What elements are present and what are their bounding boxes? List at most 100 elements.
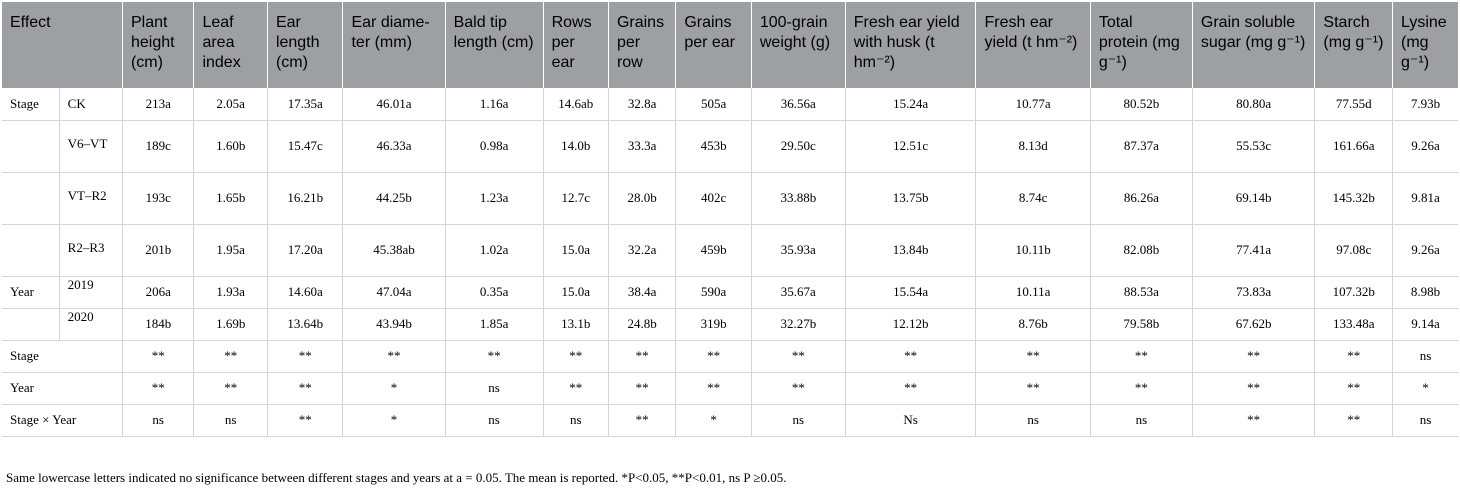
level-cell: 2019 [59,276,123,309]
value-cell: 24.8b [608,308,677,341]
value-cell: 213a [122,88,195,121]
level-cell: V6–VT [59,120,123,173]
column-header-effect: Effect [2,2,123,88]
value-cell: ** [1090,372,1193,405]
value-cell: 44.25b [342,172,446,225]
value-cell: 1.65b [193,172,268,225]
value-cell: ** [608,404,677,437]
column-header: Leaf area index [193,2,268,88]
value-cell: 47.04a [342,276,446,309]
value-cell: 1.23a [445,172,544,225]
value-cell: 1.85a [445,308,544,341]
value-cell: * [342,404,446,437]
value-cell: 402c [675,172,752,225]
value-cell: ** [193,372,268,405]
value-cell: ** [193,340,268,373]
value-cell: ** [675,372,752,405]
value-cell: 67.62b [1192,308,1316,341]
value-cell: 319b [675,308,752,341]
effect-cell: Stage [2,88,60,121]
value-cell: 12.7c [543,172,609,225]
value-cell: 9.26a [1392,224,1458,277]
value-cell: ns [1392,340,1458,373]
value-cell: 145.32b [1314,172,1394,225]
value-cell: 14.6ab [543,88,609,121]
value-cell: ** [1314,340,1394,373]
column-header: Bald tip length (cm) [445,2,544,88]
table-body: Stage CK 213a 2.05a 17.35a 46.01a 1.16a 14.6ab 3… [2,88,1458,437]
effect-cell [2,172,60,225]
value-cell: 15.24a [845,88,977,121]
value-cell: 32.27b [751,308,846,341]
column-header: Fresh ear yield (t hm⁻²) [975,2,1091,88]
table-row: R2–R3 201b 1.95a 17.20a 45.38ab 1.02a 15.0a 32.… [2,224,1458,277]
value-cell: ** [975,340,1091,373]
column-header: Ear length (cm) [267,2,344,88]
column-header: Starch (mg g⁻¹) [1314,2,1394,88]
value-cell: 43.94b [342,308,446,341]
value-cell: ns [543,404,609,437]
value-cell: 8.76b [975,308,1091,341]
value-cell: ns [1090,404,1193,437]
column-header: Grains per row [608,2,677,88]
value-cell: * [342,372,446,405]
column-header: Rows per ear [543,2,609,88]
value-cell: ** [1192,372,1316,405]
column-header: Lysine (mg g⁻¹) [1392,2,1458,88]
value-cell: 107.32b [1314,276,1394,309]
value-cell: 38.4a [608,276,677,309]
value-cell: 87.37a [1090,120,1193,173]
value-cell: 36.56a [751,88,846,121]
value-cell: ** [543,340,609,373]
value-cell: 13.64b [267,308,344,341]
value-cell: 10.77a [975,88,1091,121]
value-cell: 8.13d [975,120,1091,173]
effect-cell [2,120,60,173]
value-cell: 1.69b [193,308,268,341]
value-cell: ** [122,340,195,373]
value-cell: ** [751,372,846,405]
value-cell: 1.16a [445,88,544,121]
value-cell: 0.35a [445,276,544,309]
table-row: Stage × Year ns ns ** * ns ns ** * ns Ns ns ns ** ** ns [2,404,1458,437]
value-cell: 77.55d [1314,88,1394,121]
value-cell: 505a [675,88,752,121]
value-cell: 8.98b [1392,276,1458,309]
value-cell: 9.26a [1392,120,1458,173]
value-cell: 1.93a [193,276,268,309]
value-cell: 32.8a [608,88,677,121]
value-cell: 10.11b [975,224,1091,277]
value-cell: 1.02a [445,224,544,277]
value-cell: 73.83a [1192,276,1316,309]
value-cell: 13.1b [543,308,609,341]
effect-cell: Year [2,372,123,405]
value-cell: 28.0b [608,172,677,225]
value-cell: ** [975,372,1091,405]
effect-cell [2,308,60,341]
results-table: Effect Plant height (cm) Leaf area index Ea… [2,2,1458,437]
value-cell: Ns [845,404,977,437]
value-cell: ** [1090,340,1193,373]
value-cell: ** [608,372,677,405]
value-cell: ** [675,340,752,373]
value-cell: ** [445,340,544,373]
value-cell: ** [1192,340,1316,373]
effect-cell: Year [2,276,60,309]
value-cell: 17.35a [267,88,344,121]
value-cell: 32.2a [608,224,677,277]
value-cell: 9.14a [1392,308,1458,341]
level-cell: CK [59,88,123,121]
column-header: 100-grain weight (g) [751,2,846,88]
value-cell: 15.47c [267,120,344,173]
header-row: Effect Plant height (cm) Leaf area index Ea… [2,2,1458,88]
value-cell: ** [267,372,344,405]
value-cell: ns [193,404,268,437]
column-header: Ear diame-ter (mm) [342,2,446,88]
value-cell: 0.98a [445,120,544,173]
value-cell: 13.84b [845,224,977,277]
value-cell: 45.38ab [342,224,446,277]
value-cell: 97.08c [1314,224,1394,277]
value-cell: * [1392,372,1458,405]
value-cell: 35.93a [751,224,846,277]
value-cell: 86.26a [1090,172,1193,225]
